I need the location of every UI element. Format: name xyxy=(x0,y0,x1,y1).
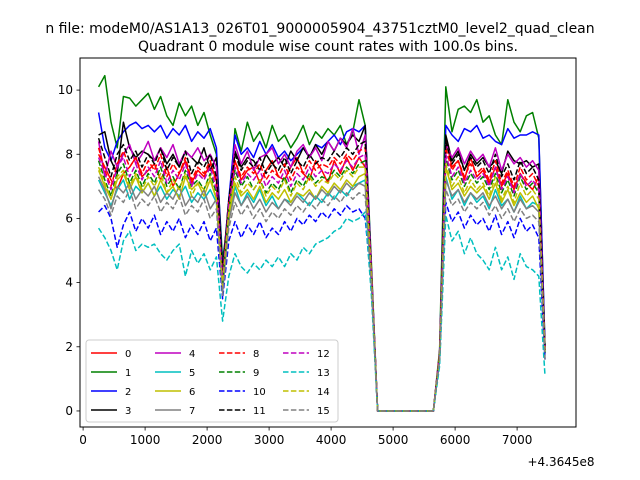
legend-label-7: 7 xyxy=(189,406,195,417)
series-line-9 xyxy=(97,156,546,412)
series-line-15 xyxy=(97,188,546,412)
legend-label-10: 10 xyxy=(253,387,266,398)
y-tick-label: 0 xyxy=(65,404,73,418)
legend-label-2: 2 xyxy=(125,387,131,398)
legend-label-15: 15 xyxy=(317,406,330,417)
series-line-4 xyxy=(97,127,546,412)
series-line-10 xyxy=(98,201,546,412)
plot-frame xyxy=(79,57,577,428)
legend-label-1: 1 xyxy=(125,368,131,379)
series-line-3 xyxy=(98,121,546,412)
series-line-7 xyxy=(97,176,546,412)
y-tick-label: 2 xyxy=(65,340,73,354)
plot-area xyxy=(97,74,546,412)
x-tick-label: 6000 xyxy=(440,433,471,447)
x-tick-label: 5000 xyxy=(378,433,409,447)
y-axis: 0 2 4 6 8 10 xyxy=(58,83,80,418)
y-tick-label: 8 xyxy=(65,147,73,161)
legend-label-11: 11 xyxy=(253,406,266,417)
legend-label-14: 14 xyxy=(317,387,330,398)
legend-label-9: 9 xyxy=(253,368,259,379)
legend-label-4: 4 xyxy=(189,349,195,360)
series-line-8 xyxy=(97,147,546,412)
y-tick-label: 10 xyxy=(58,83,73,97)
series-line-14 xyxy=(97,163,546,412)
legend-label-3: 3 xyxy=(125,406,131,417)
x-tick-label: 7000 xyxy=(502,433,533,447)
series-line-11 xyxy=(97,137,546,412)
legend-label-6: 6 xyxy=(189,387,195,398)
legend-label-12: 12 xyxy=(317,349,330,360)
y-tick-label: 4 xyxy=(65,276,73,290)
series-line-12 xyxy=(97,153,546,412)
legend-label-0: 0 xyxy=(125,349,131,360)
y-tick-label: 6 xyxy=(65,211,73,225)
chart-title: Quadrant 0 module wise count rates with … xyxy=(138,39,518,55)
x-offset-label: +4.3645e8 xyxy=(527,455,594,469)
legend-label-13: 13 xyxy=(317,368,330,379)
figure-header: n file: modeM0/AS1A13_026T01_9000005904_… xyxy=(45,21,594,37)
series-line-6 xyxy=(97,166,546,412)
legend-label-8: 8 xyxy=(253,349,259,360)
x-tick-label: 3000 xyxy=(254,433,285,447)
series-line-13 xyxy=(97,211,546,412)
x-axis: 0 1000 2000 3000 4000 5000 6000 7000 xyxy=(79,427,532,447)
x-tick-label: 0 xyxy=(79,433,87,447)
x-tick-label: 2000 xyxy=(192,433,223,447)
x-tick-label: 4000 xyxy=(316,433,347,447)
series-line-2 xyxy=(97,112,546,412)
x-tick-label: 1000 xyxy=(130,433,161,447)
legend-label-5: 5 xyxy=(189,368,195,379)
series-line-1 xyxy=(97,74,546,412)
legend-frame xyxy=(85,339,339,423)
